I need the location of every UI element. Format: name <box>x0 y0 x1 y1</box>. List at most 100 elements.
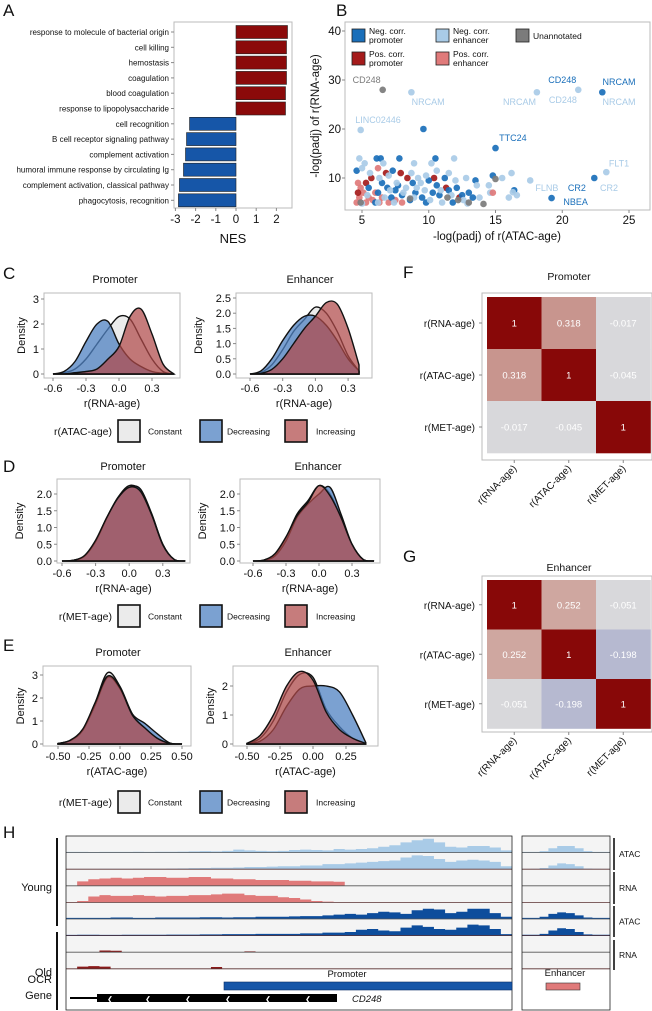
density-plot-d-promoter <box>54 478 191 566</box>
strand-arrow-icon: ❮ <box>265 996 271 1004</box>
cell-value: -0.198 <box>555 699 582 710</box>
signal-track-young-atac <box>522 863 610 870</box>
scatter-point <box>465 189 473 196</box>
bar <box>185 147 237 162</box>
scatter-point <box>381 194 388 201</box>
bar <box>235 40 287 55</box>
y-tick-label: 1.0 <box>216 339 231 351</box>
density-curve-increasing <box>252 484 375 562</box>
category-label: hemostasis <box>129 59 169 68</box>
category-label: response to lipopolysaccharide <box>59 105 169 114</box>
x-tick-label: 25 <box>623 215 636 227</box>
legend-swatch-constant <box>117 790 141 814</box>
y-tick-label: 2 <box>222 681 228 693</box>
scatter-point <box>603 168 610 176</box>
promoter-label: Promoter <box>327 969 366 980</box>
scatter-point <box>445 186 453 194</box>
row-label: r(MET-age) <box>424 423 475 434</box>
cell-value: -0.051 <box>501 699 528 710</box>
scatter-point <box>357 199 364 206</box>
scatter-point <box>414 174 422 182</box>
cell-value: 0.318 <box>557 319 581 330</box>
scatter-point <box>409 179 417 187</box>
x-axis-label: NES <box>220 231 247 246</box>
scatter-point <box>498 174 506 182</box>
category-label: complement activation, classical pathway <box>23 181 169 190</box>
y-axis-label: -log(padj) of r(RNA-age) <box>310 54 322 178</box>
scatter-point <box>433 182 441 189</box>
x-tick-label: 0.0 <box>111 383 126 395</box>
row-label: r(RNA-age) <box>424 601 475 612</box>
cell-value: -0.045 <box>610 371 637 382</box>
category-label: humoral immune response by circulating I… <box>16 166 169 175</box>
row-label: r(ATAC-age) <box>420 371 475 382</box>
scatter-point <box>449 199 457 206</box>
legend-label: promoter <box>369 35 403 45</box>
strand-arrow-icon: ❮ <box>145 996 151 1004</box>
y-tick-label: 2.5 <box>216 293 231 305</box>
scatter-point <box>374 199 382 206</box>
point-label: CR2 <box>568 183 586 193</box>
scatter-point <box>390 199 398 206</box>
group-label-old: Old <box>35 967 52 979</box>
promoter-region <box>223 981 513 991</box>
point-label: NRCAM <box>412 97 445 107</box>
x-tick-label: -0.25 <box>267 751 292 763</box>
x-tick-label: -1 <box>211 214 221 226</box>
track-frame <box>521 835 611 1011</box>
x-tick-label: -2 <box>190 214 200 226</box>
panel-title: Promoter <box>95 647 141 659</box>
heatmap-cell <box>596 629 651 680</box>
x-tick-label: 0.50 <box>171 751 192 763</box>
scatter-point <box>473 182 481 189</box>
category-label: cell killing <box>135 43 169 52</box>
scatter-point <box>432 155 439 162</box>
y-axis-label: Density <box>14 502 26 539</box>
heatmap-cell <box>541 629 597 680</box>
heatmap-cell <box>541 401 597 454</box>
scatter-point <box>465 199 473 206</box>
cell-value: -0.017 <box>501 423 528 434</box>
category-label: B cell receptor signaling pathway <box>52 135 169 144</box>
gene-body <box>97 994 337 1002</box>
panel-title: Enhancer <box>294 461 341 473</box>
scatter-point <box>396 155 403 162</box>
scatter-point <box>599 88 606 96</box>
x-axis-label: r(ATAC-age) <box>275 766 336 778</box>
legend-swatch-increasing <box>284 419 308 443</box>
scatter-point <box>378 179 386 187</box>
legend-title: r(MET-age) <box>59 797 112 809</box>
panel-title: Enhancer <box>286 274 333 286</box>
category-label: blood coagulation <box>106 89 169 98</box>
y-tick-label: 1.5 <box>216 323 231 335</box>
bar <box>235 25 288 39</box>
legend-label: Increasing <box>316 427 355 437</box>
scatter-point <box>425 177 433 184</box>
panel-a-bar-chart <box>171 21 293 211</box>
category-label: cell recognition <box>116 120 169 129</box>
point-label: LINC02446 <box>355 115 401 125</box>
y-tick-label: 0.0 <box>216 369 231 381</box>
x-axis-label: r(RNA-age) <box>276 398 332 410</box>
heatmap-cell <box>541 297 597 350</box>
gene-name: CD248 <box>352 994 382 1005</box>
y-tick-label: 20 <box>328 124 341 136</box>
x-tick-label: -0.3 <box>273 383 292 395</box>
point-label: CD248 <box>548 75 576 85</box>
row-label: r(ATAC-age) <box>420 650 475 661</box>
scatter-point <box>354 189 362 196</box>
scatter-point <box>408 88 415 96</box>
strand-arrow-icon: ❮ <box>305 996 311 1004</box>
scatter-point <box>385 172 393 179</box>
y-tick-label: 1.5 <box>37 506 52 518</box>
scatter-point <box>379 86 386 94</box>
scatter-point <box>485 182 493 189</box>
x-tick-label: 0 <box>233 214 239 226</box>
scatter-point <box>389 167 397 174</box>
track-frame <box>65 835 513 1011</box>
y-tick-label: 0.0 <box>37 556 52 568</box>
strand-arrow-icon: ❮ <box>185 996 191 1004</box>
scatter-point <box>374 164 382 172</box>
cell-value: 1 <box>512 600 517 611</box>
assay-label: RNA <box>619 950 637 960</box>
